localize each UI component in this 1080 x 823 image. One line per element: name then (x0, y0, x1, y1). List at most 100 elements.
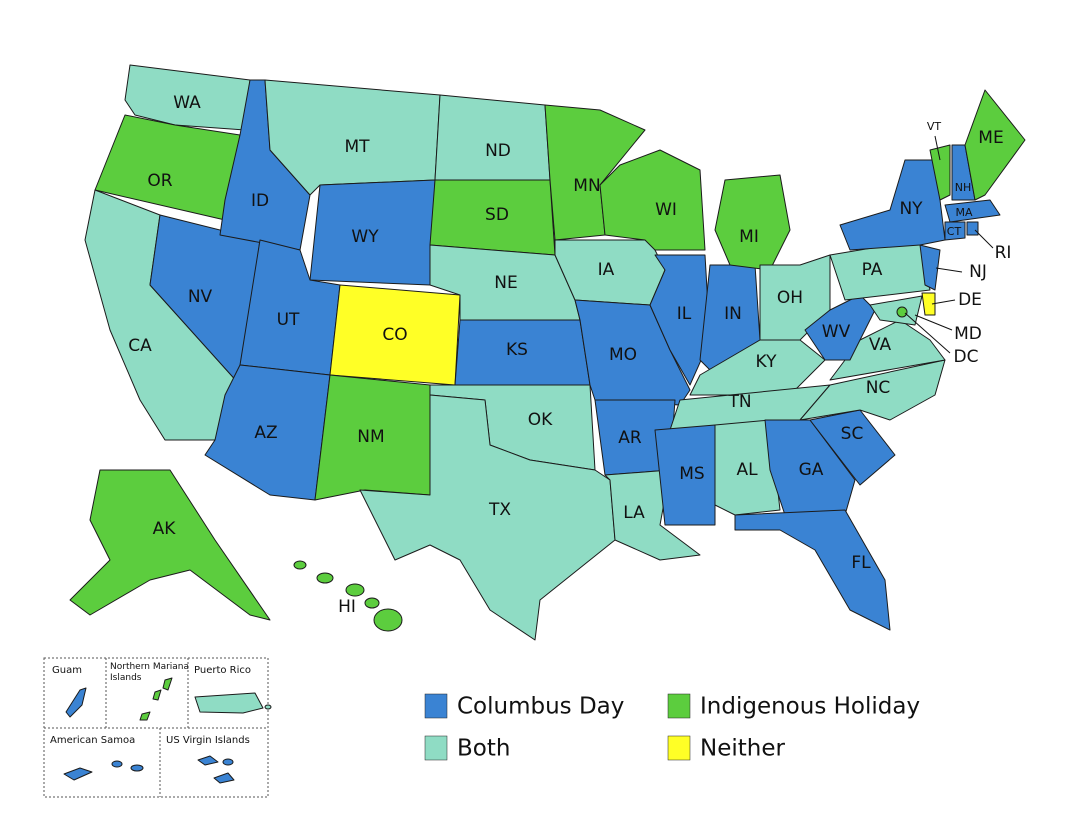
state-shape (599, 149, 706, 251)
state-label: WV (822, 322, 851, 342)
territory-inset (43, 657, 269, 798)
state-label: ME (978, 128, 1003, 148)
state-shape (714, 419, 781, 516)
leader-line (935, 267, 963, 273)
state-label: MS (679, 464, 704, 484)
territory-shape (194, 692, 264, 714)
state-shape (944, 221, 966, 241)
leader-line (904, 312, 951, 354)
state-label: NM (357, 427, 384, 447)
territory-shape (65, 687, 87, 718)
leader-line (934, 135, 941, 161)
state-label: AK (153, 519, 177, 539)
state-label: AZ (254, 423, 277, 443)
state-label: DC (954, 347, 979, 367)
state-shape (293, 560, 307, 570)
state-label: KY (756, 352, 778, 372)
state-label: ND (485, 141, 511, 161)
state-label: IN (724, 304, 742, 324)
state-label: NV (188, 287, 213, 307)
territory-label: Northern Mariana Islands (110, 662, 189, 683)
state-label: MO (609, 345, 637, 365)
state-shape (359, 394, 616, 641)
state-label: WA (173, 93, 201, 113)
state-label: MA (955, 206, 972, 219)
state-shape (373, 608, 403, 632)
territory-shape (111, 760, 123, 768)
territory-label: American Samoa (50, 735, 135, 746)
state-label: FL (851, 553, 871, 573)
territory-shape (162, 677, 173, 691)
state-label: CA (128, 336, 152, 356)
legend-swatch (667, 693, 691, 719)
state-shape (809, 409, 896, 486)
state-label: TX (488, 500, 511, 520)
state-shape (964, 89, 1026, 201)
state-label: OH (777, 288, 803, 308)
state-label: NY (899, 199, 923, 219)
legend-swatch (424, 693, 448, 719)
state-shape (364, 597, 380, 609)
state-label: NE (494, 273, 517, 293)
territory-shape (222, 758, 234, 766)
territory-shape (139, 711, 151, 721)
legend-swatch (424, 735, 448, 761)
leader-line (931, 299, 956, 305)
state-label: WI (655, 200, 677, 220)
territory-shape (264, 704, 272, 710)
state-label: GA (799, 460, 824, 480)
territory-shape (130, 764, 144, 772)
state-shape (434, 94, 551, 181)
territory-label: US Virgin Islands (166, 735, 250, 746)
state-label: NJ (969, 262, 987, 282)
state-shape (944, 199, 1001, 223)
state-shape (921, 292, 936, 316)
state-label: MN (573, 176, 600, 196)
territory-shape (63, 767, 93, 781)
leader-line (914, 314, 953, 331)
state-label: ID (251, 191, 269, 211)
state-shape (654, 424, 716, 526)
state-label: OR (147, 171, 172, 191)
state-label: CT (947, 225, 962, 238)
state-shape (929, 144, 951, 201)
territory-label: Guam (52, 665, 82, 676)
state-label: CO (382, 325, 407, 345)
state-label: VA (869, 335, 892, 355)
territory-shape (213, 772, 235, 784)
state-shape (896, 306, 908, 318)
state-label: KS (506, 340, 528, 360)
state-label: PA (862, 260, 883, 280)
state-shape (345, 583, 365, 597)
state-label: LA (623, 503, 645, 523)
state-label: IA (598, 260, 615, 280)
state-label: NH (955, 181, 972, 194)
legend-label: Columbus Day (457, 694, 624, 720)
state-shape (734, 509, 891, 631)
legend-label: Neither (700, 736, 785, 762)
state-label: RI (995, 243, 1012, 263)
state-label: SC (841, 424, 864, 444)
state-shape (799, 359, 946, 421)
territory-shape (152, 689, 162, 701)
state-shape (69, 469, 271, 621)
state-label: MT (344, 137, 370, 157)
territory-shape (197, 755, 219, 766)
state-label: IL (677, 304, 692, 324)
state-label: MD (954, 324, 982, 344)
state-shape (869, 295, 923, 326)
state-shape (919, 244, 941, 291)
state-label: TN (727, 392, 751, 412)
state-label: NC (866, 378, 891, 398)
state-label: MI (739, 227, 759, 247)
leader-line (974, 229, 994, 249)
state-label: HI (338, 597, 356, 617)
legend-label: Both (457, 736, 510, 762)
state-label: WY (351, 227, 379, 247)
state-label: DE (958, 290, 982, 310)
state-label: AL (736, 460, 758, 480)
state-label: AR (618, 428, 642, 448)
state-label: VT (927, 120, 942, 133)
state-shape (966, 221, 979, 236)
